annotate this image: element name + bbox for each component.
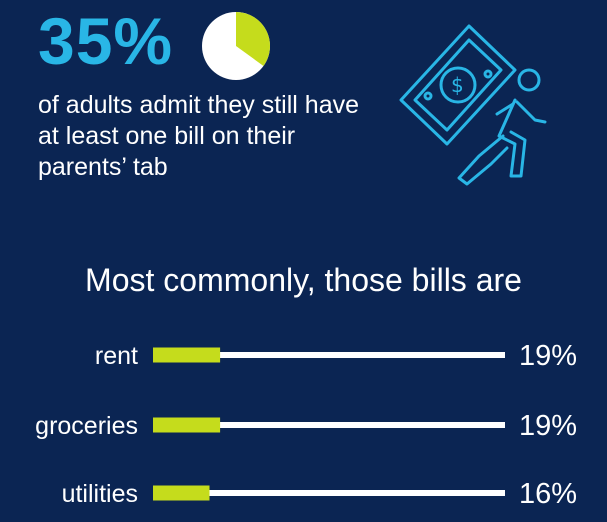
stat-description: of adults admit they still have at least… [38,91,359,181]
bar-value-groceries: 19% [519,410,577,442]
banknote-icon: $ [399,24,517,146]
headline-percent: 35% [38,4,174,78]
bar-value-utilities: 16% [519,478,577,510]
bar-value-rent: 19% [519,340,577,372]
person-carrying-money-icon: $ [399,24,547,186]
walking-person-icon [457,68,547,186]
bar-label-groceries: groceries [35,412,138,440]
bar-track-rent [153,352,505,358]
chart-title: Most commonly, those bills are [85,262,522,298]
bar-track-groceries [153,422,505,428]
bar-label-rent: rent [95,342,138,370]
svg-text:$: $ [451,73,464,97]
pie-chart-icon [202,12,270,80]
bar-rent [153,347,221,363]
bar-label-utilities: utilities [62,480,138,508]
bar-track-utilities [153,490,505,496]
pie-slice [236,12,270,66]
bar-groceries [153,417,221,433]
bar-utilities [153,485,210,501]
